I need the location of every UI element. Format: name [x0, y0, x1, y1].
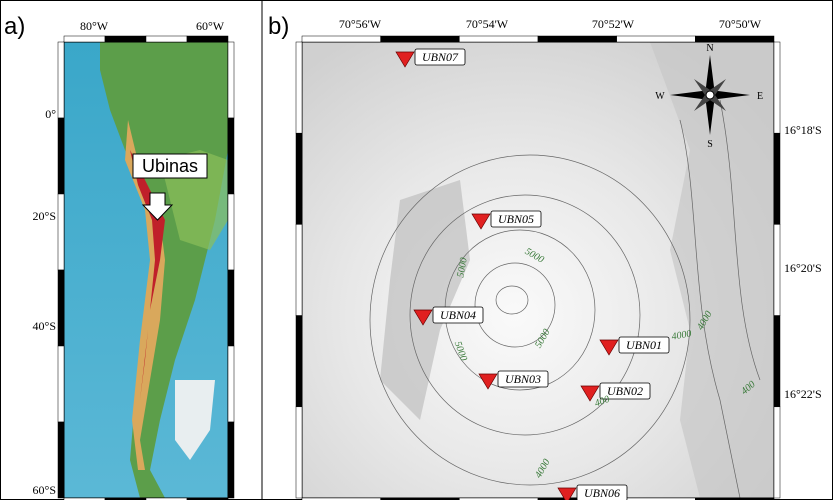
frame-segment [773, 406, 781, 499]
frame-segment [227, 345, 235, 423]
station-label-box [414, 48, 466, 66]
frame-segment [57, 193, 65, 271]
frame-segment [145, 497, 188, 500]
left-tick-label: 0° [45, 107, 56, 121]
left-tick-label: 20°S [33, 209, 56, 223]
contour-label: 5000 [455, 257, 469, 279]
map-b [301, 41, 775, 499]
top-tick-label: 60°W [196, 19, 225, 33]
top-tick-label: 70°54'W [466, 17, 509, 31]
contour-label: 4000 [671, 328, 693, 342]
frame-segment [773, 224, 781, 316]
station-label: UBN01 [626, 338, 662, 352]
right-tick-label: 16°20'S [784, 261, 822, 275]
frame-segment [57, 117, 65, 195]
station-marker [599, 339, 619, 356]
frame-segment [773, 315, 781, 408]
frame-segment [186, 497, 229, 500]
station-label: UBN06 [584, 486, 620, 500]
frame-segment [295, 315, 303, 408]
frame-segment [57, 421, 65, 499]
compass-letter: E [757, 91, 763, 102]
frame-segment [186, 35, 229, 43]
station-label-box [497, 370, 549, 388]
callout: Ubinas [142, 156, 198, 176]
right-tick-label: 16°18'S [784, 123, 822, 137]
station-marker [471, 213, 491, 230]
compass-letter: W [655, 91, 665, 102]
frame-segment [63, 497, 106, 500]
frame-bars [57, 35, 781, 500]
frame-segment [459, 35, 539, 43]
left-tick-label: 60°S [33, 483, 56, 497]
contour-label: 400 [593, 394, 611, 409]
panel-label: a) [4, 13, 25, 40]
frame-segment [227, 117, 235, 195]
map-a [63, 41, 229, 499]
station-marker [413, 309, 433, 326]
station-label: UBN02 [607, 384, 643, 398]
top-tick-label: 80°W [80, 19, 109, 33]
frame-segment [459, 497, 539, 500]
station-label: UBN07 [422, 50, 459, 64]
frame-segment [695, 35, 775, 43]
station-label: UBN03 [505, 372, 541, 386]
frame-segment [773, 132, 781, 225]
station-marker [478, 373, 498, 390]
frame-segment [695, 497, 775, 500]
frame-segment [57, 345, 65, 423]
frame-segment [301, 497, 381, 500]
left-tick-label: 40°S [33, 319, 56, 333]
frame-segment [145, 35, 188, 43]
station-label-box [618, 336, 670, 354]
station-label-box [432, 306, 484, 324]
station-marker [580, 385, 600, 402]
compass-letter: N [706, 43, 713, 54]
station-label: UBN05 [498, 212, 534, 226]
frame-segment [301, 35, 381, 43]
frame-segment [57, 41, 65, 119]
frame-segment [295, 224, 303, 316]
frame-segment [57, 269, 65, 347]
right-tick-label: 16°22'S [784, 387, 822, 401]
frame-segment [227, 193, 235, 271]
station-label-box [599, 382, 651, 400]
frame-segment [616, 497, 696, 500]
frame-segment [295, 132, 303, 225]
station-marker [557, 487, 577, 500]
compass-rose: N S E W [655, 43, 763, 150]
top-tick-label: 70°52'W [592, 17, 635, 31]
frame-segment [380, 35, 460, 43]
frame-segment [104, 35, 147, 43]
frame-segment [63, 35, 106, 43]
frame-segment [227, 41, 235, 119]
station-label-box [576, 484, 628, 500]
station-label: UBN04 [440, 308, 476, 322]
frame-segment [295, 41, 303, 134]
frame-segment [295, 406, 303, 499]
top-tick-label: 70°50'W [719, 17, 762, 31]
panel-label: b) [268, 13, 289, 40]
frame-segment [227, 421, 235, 499]
frame-segment [616, 35, 696, 43]
station-marker [395, 51, 415, 68]
frame-segment [227, 269, 235, 347]
frame-segment [104, 497, 147, 500]
frame-segment [773, 41, 781, 134]
compass-letter: S [707, 139, 713, 150]
top-tick-label: 70°56'W [339, 17, 382, 31]
frame-segment [537, 35, 617, 43]
frame-segment [380, 497, 460, 500]
station-label-box [490, 210, 542, 228]
